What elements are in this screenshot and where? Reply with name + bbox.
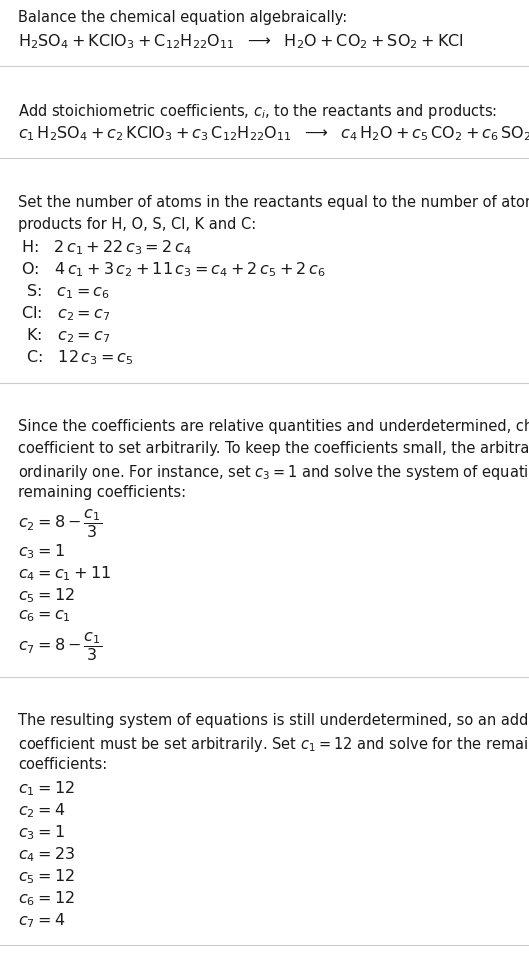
Text: $c_5 = 12$: $c_5 = 12$ (18, 585, 75, 604)
Text: Set the number of atoms in the reactants equal to the number of atoms in the: Set the number of atoms in the reactants… (18, 194, 529, 209)
Text: Add stoichiometric coefficients, $c_i$, to the reactants and products:: Add stoichiometric coefficients, $c_i$, … (18, 102, 497, 121)
Text: $c_7 = 8 - \dfrac{c_1}{3}$: $c_7 = 8 - \dfrac{c_1}{3}$ (18, 629, 102, 662)
Text: $c_5 = 12$: $c_5 = 12$ (18, 867, 75, 885)
Text: coefficient to set arbitrarily. To keep the coefficients small, the arbitrary va: coefficient to set arbitrarily. To keep … (18, 440, 529, 456)
Text: $c_1 = 12$: $c_1 = 12$ (18, 778, 75, 797)
Text: O:   $4\,c_1 + 3\,c_2 + 11\,c_3 = c_4 + 2\,c_5 + 2\,c_6$: O: $4\,c_1 + 3\,c_2 + 11\,c_3 = c_4 + 2\… (21, 260, 325, 279)
Text: coefficients:: coefficients: (18, 756, 107, 772)
Text: $c_3 = 1$: $c_3 = 1$ (18, 541, 65, 560)
Text: $c_4 = c_1 + 11$: $c_4 = c_1 + 11$ (18, 563, 111, 582)
Text: coefficient must be set arbitrarily. Set $c_1 = 12$ and solve for the remaining: coefficient must be set arbitrarily. Set… (18, 734, 529, 753)
Text: Since the coefficients are relative quantities and underdetermined, choose a: Since the coefficients are relative quan… (18, 418, 529, 433)
Text: $c_6 = c_1$: $c_6 = c_1$ (18, 607, 71, 623)
Text: $c_7 = 4$: $c_7 = 4$ (18, 910, 65, 929)
Text: Balance the chemical equation algebraically:: Balance the chemical equation algebraica… (18, 10, 347, 25)
Text: H:   $2\,c_1 + 22\,c_3 = 2\,c_4$: H: $2\,c_1 + 22\,c_3 = 2\,c_4$ (21, 238, 191, 257)
Text: $c_1\,\mathrm{H_2SO_4} + c_2\,\mathrm{KClO_3} + c_3\,\mathrm{C_{12}H_{22}O_{11}}: $c_1\,\mathrm{H_2SO_4} + c_2\,\mathrm{KC… (18, 124, 529, 143)
Text: $c_4 = 23$: $c_4 = 23$ (18, 845, 75, 863)
Text: S:   $c_1 = c_6$: S: $c_1 = c_6$ (21, 283, 110, 301)
Text: remaining coefficients:: remaining coefficients: (18, 484, 186, 500)
Text: $c_2 = 4$: $c_2 = 4$ (18, 801, 65, 819)
Text: ordinarily one. For instance, set $c_3 = 1$ and solve the system of equations fo: ordinarily one. For instance, set $c_3 =… (18, 462, 529, 481)
Text: $c_2 = 8 - \dfrac{c_1}{3}$: $c_2 = 8 - \dfrac{c_1}{3}$ (18, 506, 102, 539)
Text: $\mathrm{H_2SO_4 + KClO_3 + C_{12}H_{22}O_{11}}$  $\longrightarrow$  $\mathrm{H_: $\mathrm{H_2SO_4 + KClO_3 + C_{12}H_{22}… (18, 32, 464, 51)
Text: Cl:   $c_2 = c_7$: Cl: $c_2 = c_7$ (21, 305, 110, 323)
Text: The resulting system of equations is still underdetermined, so an additional: The resulting system of equations is sti… (18, 712, 529, 727)
Text: K:   $c_2 = c_7$: K: $c_2 = c_7$ (21, 327, 110, 345)
Text: products for H, O, S, Cl, K and C:: products for H, O, S, Cl, K and C: (18, 216, 256, 232)
Text: $c_6 = 12$: $c_6 = 12$ (18, 888, 75, 907)
Text: $c_3 = 1$: $c_3 = 1$ (18, 823, 65, 841)
Text: C:   $12\,c_3 = c_5$: C: $12\,c_3 = c_5$ (21, 348, 133, 367)
